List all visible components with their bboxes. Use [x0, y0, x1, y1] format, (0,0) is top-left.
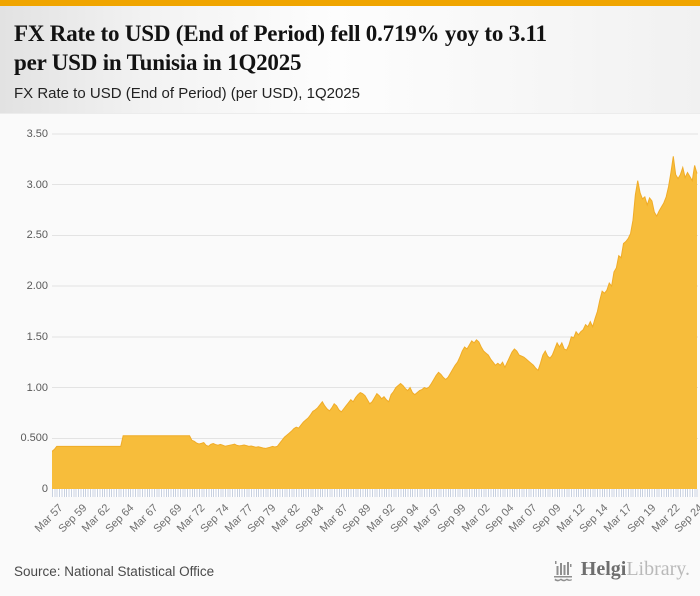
- chart-area: 3.50 3.00 2.50 2.00 1.50 1.00 0.500 0 Mar 57 Sep…: [0, 114, 700, 550]
- y-axis-tick-label: 3.00: [26, 178, 48, 191]
- y-axis-tick-label: 0: [41, 483, 48, 495]
- footer: Source: National Statistical Office Helg…: [0, 550, 700, 596]
- y-axis-tick-label: 1.00: [26, 381, 48, 394]
- chart-subtitle: FX Rate to USD (End of Period) (per USD)…: [14, 85, 360, 102]
- page-title-line1: FX Rate to USD (End of Period) fell 0.71…: [14, 21, 547, 46]
- y-axis-labels: 3.50 3.00 2.50 2.00 1.50 1.00 0.500 0: [0, 114, 48, 504]
- page-title: FX Rate to USD (End of Period) fell 0.71…: [0, 6, 700, 77]
- header: FX Rate to USD (End of Period) fell 0.71…: [0, 6, 700, 114]
- fx-rate-area-series: [52, 156, 697, 489]
- y-axis-tick-label: 1.50: [26, 330, 48, 343]
- y-axis-tick-label: 3.50: [26, 127, 48, 140]
- logo-suffix: Library.: [626, 557, 690, 580]
- logo-text: HelgiLibrary.: [581, 558, 690, 581]
- x-axis-labels: Mar 57 Sep 59 Mar 62 Sep 64 Mar 67 Sep 69 Mar …: [0, 499, 700, 549]
- y-axis-tick-label: 2.50: [26, 229, 48, 242]
- helgi-logo-icon: [553, 561, 572, 582]
- helgi-library-logo: HelgiLibrary.: [552, 556, 690, 582]
- y-axis-tick-label: 0.500: [20, 432, 48, 445]
- y-axis-tick-label: 2.00: [26, 280, 48, 293]
- fx-rate-line: [52, 156, 698, 452]
- page-title-line2: per USD in Tunisia in 1Q2025: [14, 50, 302, 75]
- accent-topbar: [0, 0, 700, 6]
- source-note: Source: National Statistical Office: [14, 564, 215, 579]
- x-axis-tick-band: [52, 489, 698, 497]
- area-chart-plot: [52, 133, 698, 489]
- logo-brand: Helgi: [580, 557, 627, 580]
